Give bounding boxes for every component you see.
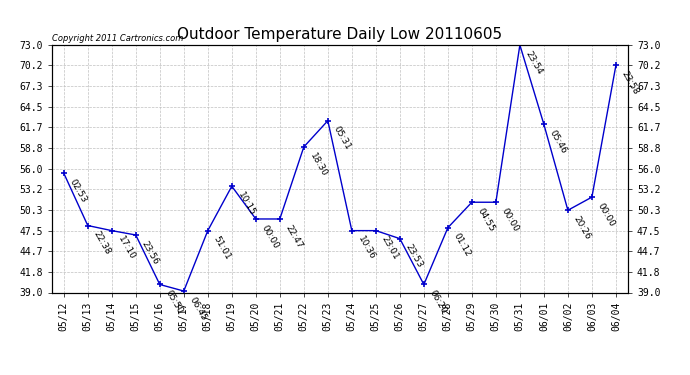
Text: 23:56: 23:56 (140, 239, 161, 266)
Text: 18:30: 18:30 (308, 151, 328, 178)
Text: 00:00: 00:00 (260, 223, 281, 250)
Text: 10:15: 10:15 (236, 190, 257, 217)
Title: Outdoor Temperature Daily Low 20110605: Outdoor Temperature Daily Low 20110605 (177, 27, 502, 42)
Text: 05:46: 05:46 (548, 129, 569, 155)
Text: 51:01: 51:01 (212, 235, 233, 262)
Text: 22:38: 22:38 (92, 230, 112, 256)
Text: 04:55: 04:55 (476, 206, 497, 233)
Text: 05:50: 05:50 (164, 289, 185, 316)
Text: 02:53: 02:53 (68, 177, 88, 204)
Text: 00:00: 00:00 (596, 201, 617, 228)
Text: 17:10: 17:10 (116, 235, 137, 262)
Text: 01:12: 01:12 (452, 232, 473, 259)
Text: 23:54: 23:54 (524, 49, 544, 76)
Text: 23:53: 23:53 (404, 243, 424, 270)
Text: 23:01: 23:01 (380, 235, 401, 262)
Text: 22:47: 22:47 (284, 223, 304, 250)
Text: 06:45: 06:45 (188, 295, 208, 322)
Text: 10:36: 10:36 (356, 235, 377, 262)
Text: Copyright 2011 Cartronics.com: Copyright 2011 Cartronics.com (52, 33, 183, 42)
Text: 05:31: 05:31 (332, 125, 353, 152)
Text: 00:00: 00:00 (500, 206, 521, 233)
Text: 20:26: 20:26 (572, 214, 593, 241)
Text: 06:20: 06:20 (428, 289, 448, 315)
Text: 23:58: 23:58 (620, 69, 641, 96)
